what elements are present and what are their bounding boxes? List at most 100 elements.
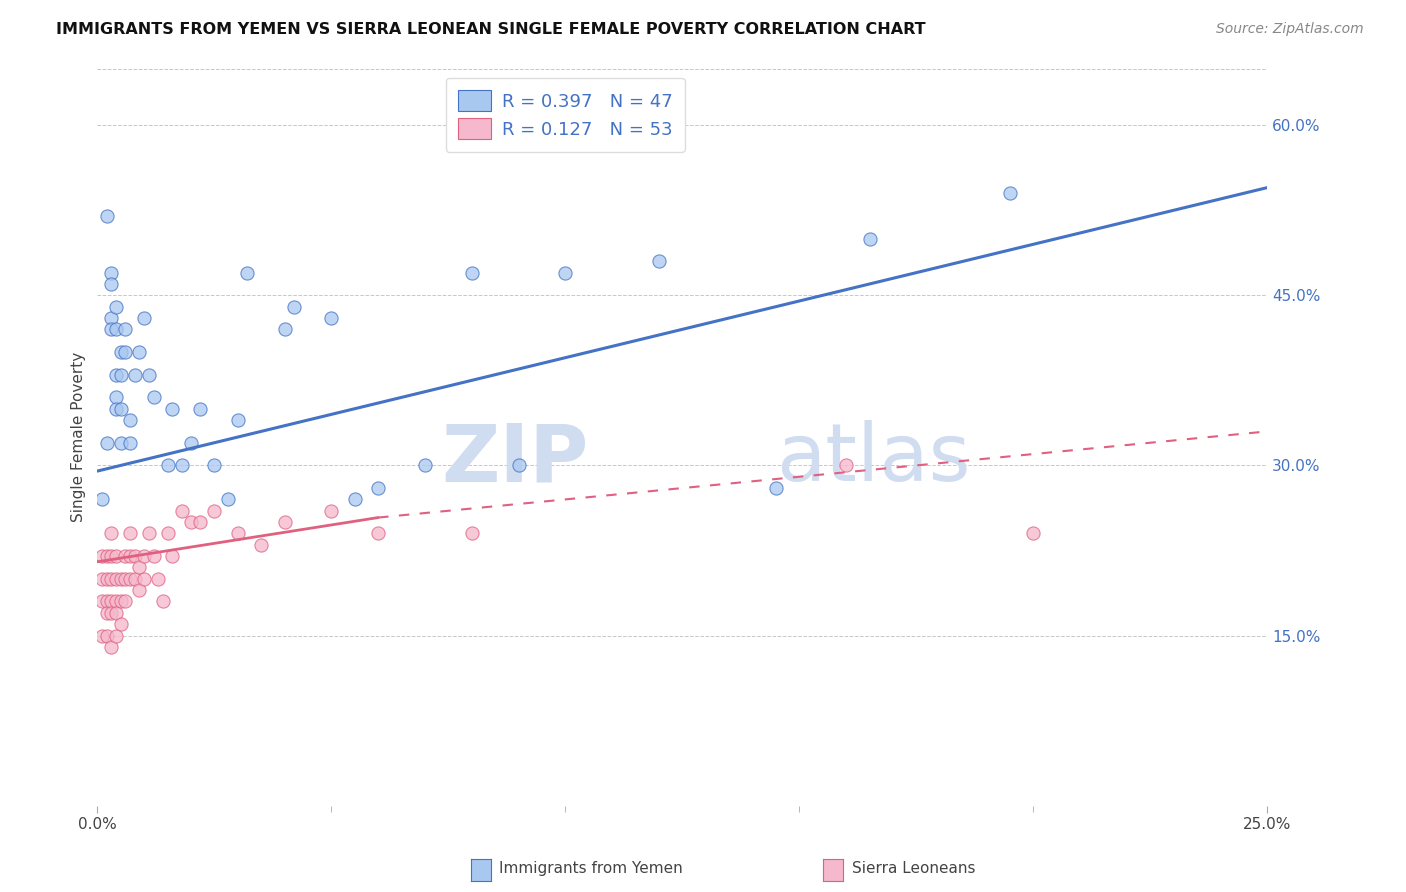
Point	[321, 504, 343, 518]
Point	[188, 515, 211, 529]
Point	[96, 209, 118, 223]
Point	[128, 583, 150, 598]
Point	[170, 458, 193, 473]
Point	[110, 345, 132, 359]
Point	[134, 549, 156, 563]
Point	[100, 526, 122, 541]
Point	[100, 549, 122, 563]
Point	[91, 628, 114, 642]
Point	[343, 492, 366, 507]
Point	[120, 526, 142, 541]
Point	[91, 549, 114, 563]
Point	[160, 401, 183, 416]
Point	[124, 549, 146, 563]
Point	[160, 549, 183, 563]
Point	[110, 572, 132, 586]
Point	[91, 572, 114, 586]
Point	[120, 572, 142, 586]
Point	[114, 345, 136, 359]
Point	[273, 322, 295, 336]
Point	[134, 310, 156, 325]
Point	[110, 594, 132, 608]
Point	[114, 322, 136, 336]
Point	[283, 300, 305, 314]
Point	[128, 345, 150, 359]
Point	[100, 310, 122, 325]
Point	[217, 492, 239, 507]
Text: Immigrants from Yemen: Immigrants from Yemen	[499, 861, 682, 876]
Point	[321, 310, 343, 325]
Point	[105, 606, 128, 620]
Point	[105, 549, 128, 563]
Point	[105, 594, 128, 608]
Point	[156, 458, 179, 473]
Point	[110, 368, 132, 382]
Point	[858, 232, 880, 246]
Point	[100, 640, 122, 654]
Point	[96, 628, 118, 642]
Point	[1022, 526, 1045, 541]
Point	[142, 390, 165, 404]
Point	[105, 322, 128, 336]
Point	[413, 458, 436, 473]
Y-axis label: Single Female Poverty: Single Female Poverty	[72, 352, 86, 522]
Point	[110, 435, 132, 450]
Point	[835, 458, 858, 473]
Point	[120, 549, 142, 563]
Point	[110, 617, 132, 632]
Point	[105, 401, 128, 416]
Point	[461, 266, 484, 280]
Point	[114, 572, 136, 586]
Point	[114, 594, 136, 608]
Point	[96, 594, 118, 608]
Point	[148, 572, 170, 586]
Point	[202, 504, 225, 518]
Point	[105, 300, 128, 314]
Point	[96, 606, 118, 620]
Point	[138, 526, 160, 541]
Point	[128, 560, 150, 574]
Point	[96, 435, 118, 450]
Point	[138, 368, 160, 382]
Point	[110, 401, 132, 416]
Point	[250, 538, 273, 552]
Point	[226, 413, 249, 427]
Point	[236, 266, 259, 280]
Point	[156, 526, 179, 541]
Text: atlas: atlas	[776, 420, 970, 498]
Point	[765, 481, 787, 495]
Point	[124, 368, 146, 382]
Point	[367, 481, 389, 495]
Point	[100, 277, 122, 291]
Point	[96, 549, 118, 563]
Point	[100, 322, 122, 336]
Point	[188, 401, 211, 416]
Point	[202, 458, 225, 473]
Point	[152, 594, 174, 608]
Point	[180, 435, 202, 450]
Point	[105, 368, 128, 382]
Text: ZIP: ZIP	[441, 420, 589, 498]
Point	[461, 526, 484, 541]
Point	[96, 572, 118, 586]
Point	[134, 572, 156, 586]
Point	[91, 594, 114, 608]
Point	[124, 572, 146, 586]
Point	[170, 504, 193, 518]
Point	[367, 526, 389, 541]
Text: Source: ZipAtlas.com: Source: ZipAtlas.com	[1216, 22, 1364, 37]
Point	[100, 572, 122, 586]
Point	[105, 572, 128, 586]
Text: Sierra Leoneans: Sierra Leoneans	[852, 861, 976, 876]
Point	[180, 515, 202, 529]
Text: IMMIGRANTS FROM YEMEN VS SIERRA LEONEAN SINGLE FEMALE POVERTY CORRELATION CHART: IMMIGRANTS FROM YEMEN VS SIERRA LEONEAN …	[56, 22, 927, 37]
Point	[114, 549, 136, 563]
Point	[508, 458, 530, 473]
Point	[100, 266, 122, 280]
Point	[273, 515, 295, 529]
Point	[105, 390, 128, 404]
Point	[100, 594, 122, 608]
Point	[100, 606, 122, 620]
Point	[142, 549, 165, 563]
Point	[226, 526, 249, 541]
